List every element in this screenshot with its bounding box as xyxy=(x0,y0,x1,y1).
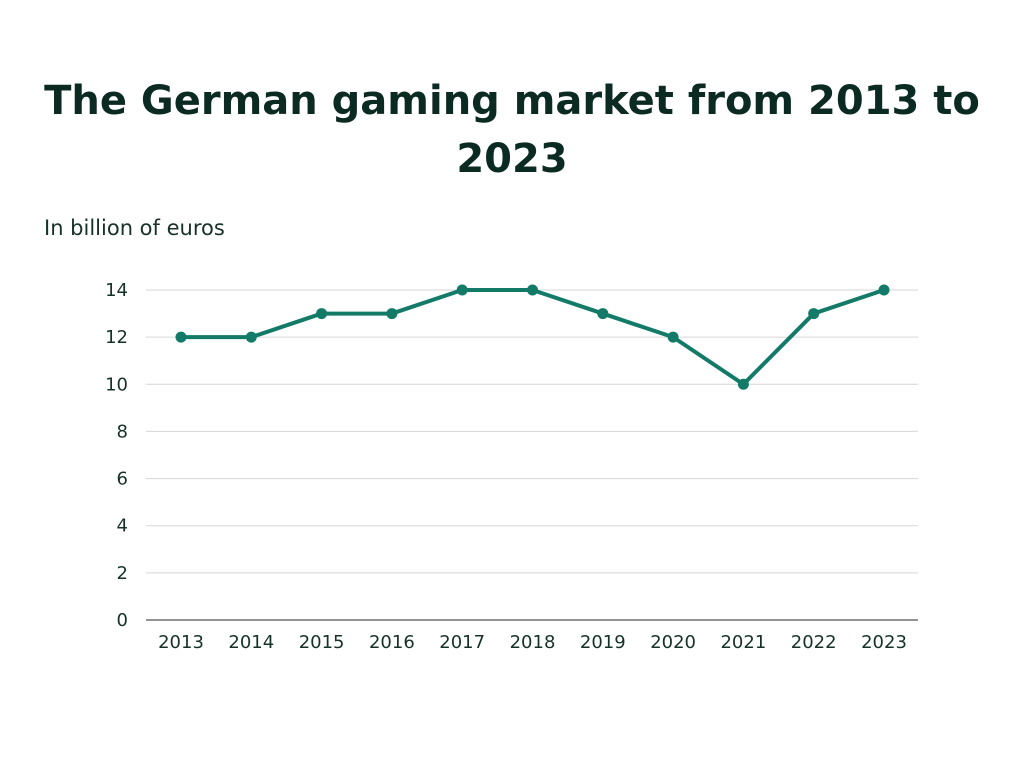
x-tick-label: 2014 xyxy=(228,632,274,653)
y-axis-unit-label: In billion of euros xyxy=(44,216,225,240)
x-tick-label: 2021 xyxy=(720,632,766,653)
y-tick-label: 12 xyxy=(105,327,128,348)
data-point-2021 xyxy=(737,378,749,390)
data-point-2023 xyxy=(878,284,890,296)
y-tick-label: 0 xyxy=(117,610,128,631)
data-point-2013 xyxy=(175,331,187,343)
data-points xyxy=(175,284,890,390)
data-point-2016 xyxy=(386,308,398,320)
y-tick-label: 2 xyxy=(117,563,128,584)
data-point-2019 xyxy=(597,308,609,320)
data-point-2020 xyxy=(667,331,679,343)
x-tick-label: 2022 xyxy=(791,632,837,653)
x-tick-label: 2015 xyxy=(299,632,345,653)
data-point-2017 xyxy=(456,284,468,296)
y-tick-label: 6 xyxy=(117,469,128,490)
y-tick-label: 14 xyxy=(105,280,128,301)
y-axis-ticks: 0 2 4 6 8 10 12 14 xyxy=(105,280,128,631)
x-tick-label: 2023 xyxy=(861,632,907,653)
y-tick-label: 4 xyxy=(117,516,128,537)
x-tick-label: 2016 xyxy=(369,632,415,653)
x-tick-label: 2019 xyxy=(580,632,626,653)
x-tick-label: 2020 xyxy=(650,632,696,653)
y-tick-label: 8 xyxy=(117,421,128,442)
x-axis-ticks: 2013 2014 2015 2016 2017 2018 2019 2020 2021 2022… xyxy=(158,632,907,653)
x-tick-label: 2018 xyxy=(510,632,556,653)
data-point-2018 xyxy=(527,284,538,296)
y-tick-label: 10 xyxy=(105,374,128,395)
data-point-2014 xyxy=(245,331,257,343)
x-tick-label: 2013 xyxy=(158,632,204,653)
chart-title: The German gaming market from 2013 to 20… xyxy=(44,78,980,182)
x-tick-label: 2017 xyxy=(439,632,485,653)
data-point-2022 xyxy=(808,308,820,320)
data-point-2015 xyxy=(316,308,328,320)
